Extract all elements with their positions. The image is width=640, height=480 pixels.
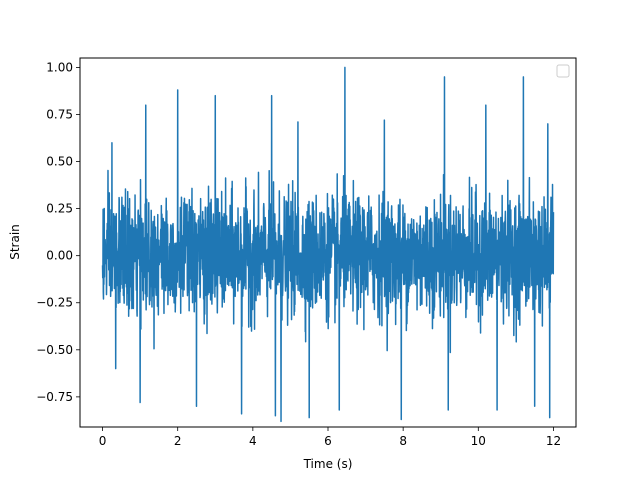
y-tick-label: 0.00 (46, 249, 73, 263)
y-tick-label: 0.75 (46, 107, 73, 121)
y-tick-label: 1.00 (46, 60, 73, 74)
x-tick-label: 4 (249, 434, 257, 448)
x-tick-label: 8 (399, 434, 407, 448)
x-tick-label: 6 (324, 434, 332, 448)
series-layer (101, 66, 555, 423)
y-axis-label: Strain (8, 224, 22, 260)
x-axis-label: Time (s) (303, 457, 353, 471)
x-tick-label: 12 (546, 434, 561, 448)
y-tick-label: −0.50 (36, 343, 73, 357)
y-tick-label: 0.25 (46, 202, 73, 216)
x-tick-label: 10 (471, 434, 486, 448)
x-axis: 0 2 4 6 8 10 12 (99, 427, 561, 448)
y-tick-label: 0.50 (46, 155, 73, 169)
y-axis: −0.75 −0.50 −0.25 0.00 0.25 0.50 0.75 1.00 (36, 60, 80, 404)
legend-box (556, 64, 570, 78)
x-tick-label: 2 (174, 434, 182, 448)
x-tick-label: 0 (99, 434, 107, 448)
strain-series-line (101, 66, 555, 423)
plot-area (79, 57, 577, 428)
y-tick-label: −0.25 (36, 296, 73, 310)
y-tick-label: −0.75 (36, 390, 73, 404)
